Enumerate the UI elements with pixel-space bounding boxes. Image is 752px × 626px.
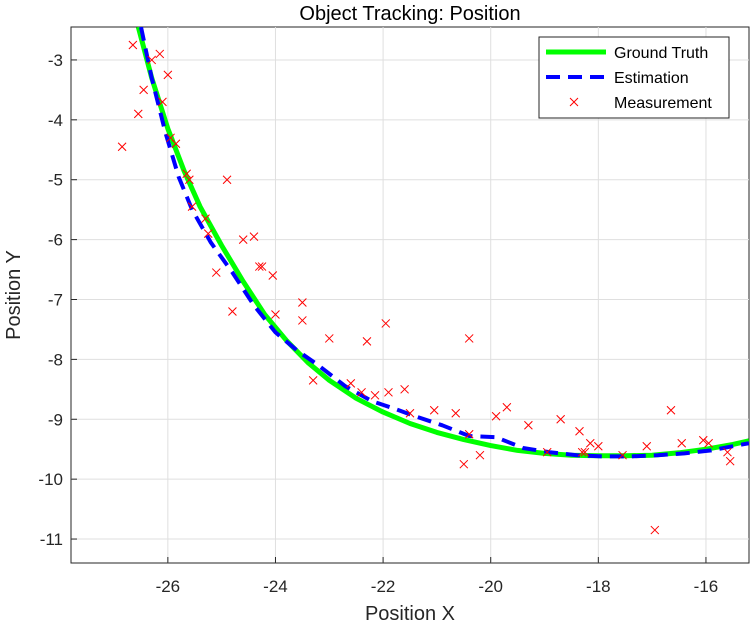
y-axis-label: Position Y: [3, 250, 25, 340]
measurement-point: [677, 438, 687, 448]
measurement-point: [524, 420, 533, 430]
measurement-point: [298, 316, 307, 325]
measurement-point: [139, 85, 148, 95]
measurement-point: [577, 447, 587, 457]
measurement-point: [575, 426, 584, 436]
x-tick-label: -20: [478, 577, 503, 596]
measurement-point: [459, 459, 469, 469]
measurement-point: [723, 447, 732, 457]
series-layer: [117, 27, 749, 535]
y-tick-label: -6: [48, 231, 63, 250]
measurement-point: [298, 298, 307, 307]
y-tick-label: -7: [48, 290, 63, 309]
measurement-point: [542, 447, 552, 457]
measurement-point: [405, 408, 415, 418]
legend-label: Estimation: [614, 70, 689, 87]
x-tick-label: -24: [263, 577, 288, 596]
y-tick-label: -9: [48, 410, 63, 429]
y-tick-label: -4: [48, 111, 63, 130]
x-tick-label: -22: [371, 577, 396, 596]
measurement-point: [271, 310, 280, 319]
measurement-point: [155, 49, 165, 59]
y-tick-label: -5: [48, 171, 63, 190]
measurement-point: [502, 402, 512, 412]
measurement-point: [201, 214, 210, 223]
measurement-point: [475, 450, 485, 460]
measurement-point: [211, 268, 221, 277]
x-tick-label: -18: [586, 577, 611, 596]
measurement-point: [464, 334, 474, 343]
measurement-point: [346, 378, 356, 388]
x-tick-label: -26: [156, 577, 181, 596]
measurement-point: [222, 175, 232, 185]
y-tick-label: -11: [40, 530, 63, 549]
measurement-point: [451, 408, 461, 418]
measurement-point: [491, 411, 501, 421]
measurement-point: [642, 441, 652, 451]
measurement-point: [228, 307, 237, 316]
measurement-point: [593, 441, 603, 451]
measurement-point: [163, 70, 173, 80]
measurement-point: [384, 387, 393, 397]
measurement-point: [357, 387, 366, 397]
measurement-point: [381, 319, 391, 328]
measurement-point: [324, 334, 334, 343]
measurement-point: [185, 175, 194, 185]
measurement-point: [666, 405, 676, 415]
measurement-point: [249, 232, 259, 241]
y-tick-label: -3: [48, 51, 63, 70]
measurement-point: [187, 202, 197, 212]
measurement-point: [362, 337, 372, 346]
measurement-point: [203, 229, 213, 238]
x-tick-label: -16: [694, 577, 719, 596]
legend-label: Ground Truth: [614, 45, 708, 62]
measurement-point: [158, 97, 167, 107]
measurement-point: [268, 271, 278, 280]
axis-ticks: -26 -24 -22 -20 -18 -16 -3 -4 -5 -6 -7 -8 -9 -10 -11: [38, 51, 718, 596]
measurement-point: [182, 169, 192, 179]
measurement-point: [556, 414, 566, 424]
legend-marker: [569, 97, 579, 107]
measurement-point: [257, 262, 267, 271]
measurement-point: [725, 456, 735, 466]
measurement-point: [254, 262, 264, 271]
chart-title: Object Tracking: Position: [299, 3, 520, 25]
measurement-point: [704, 438, 713, 448]
estimation-line: [139, 27, 749, 459]
measurement-point: [650, 525, 660, 535]
measurement-point: [585, 438, 595, 448]
measurement-point: [464, 429, 474, 439]
measurement-point: [147, 55, 157, 65]
legend: Ground Truth Estimation Measurement: [538, 36, 730, 119]
measurement-point: [133, 109, 143, 119]
measurement-point: [429, 405, 439, 415]
x-axis-label: Position X: [365, 603, 455, 625]
measurement-point: [117, 142, 127, 152]
measurement-point: [400, 384, 409, 394]
y-tick-label: -8: [48, 350, 63, 369]
measurement-point: [698, 435, 708, 445]
measurement-point: [618, 450, 627, 460]
legend-label: Measurement: [614, 95, 712, 112]
measurement-point: [580, 447, 590, 457]
measurement-point: [128, 40, 138, 50]
y-tick-label: -10: [38, 470, 63, 489]
measurement-point: [238, 235, 248, 244]
measurement-point: [171, 139, 181, 149]
measurement-point: [308, 375, 318, 385]
measurement-point: [370, 390, 380, 400]
